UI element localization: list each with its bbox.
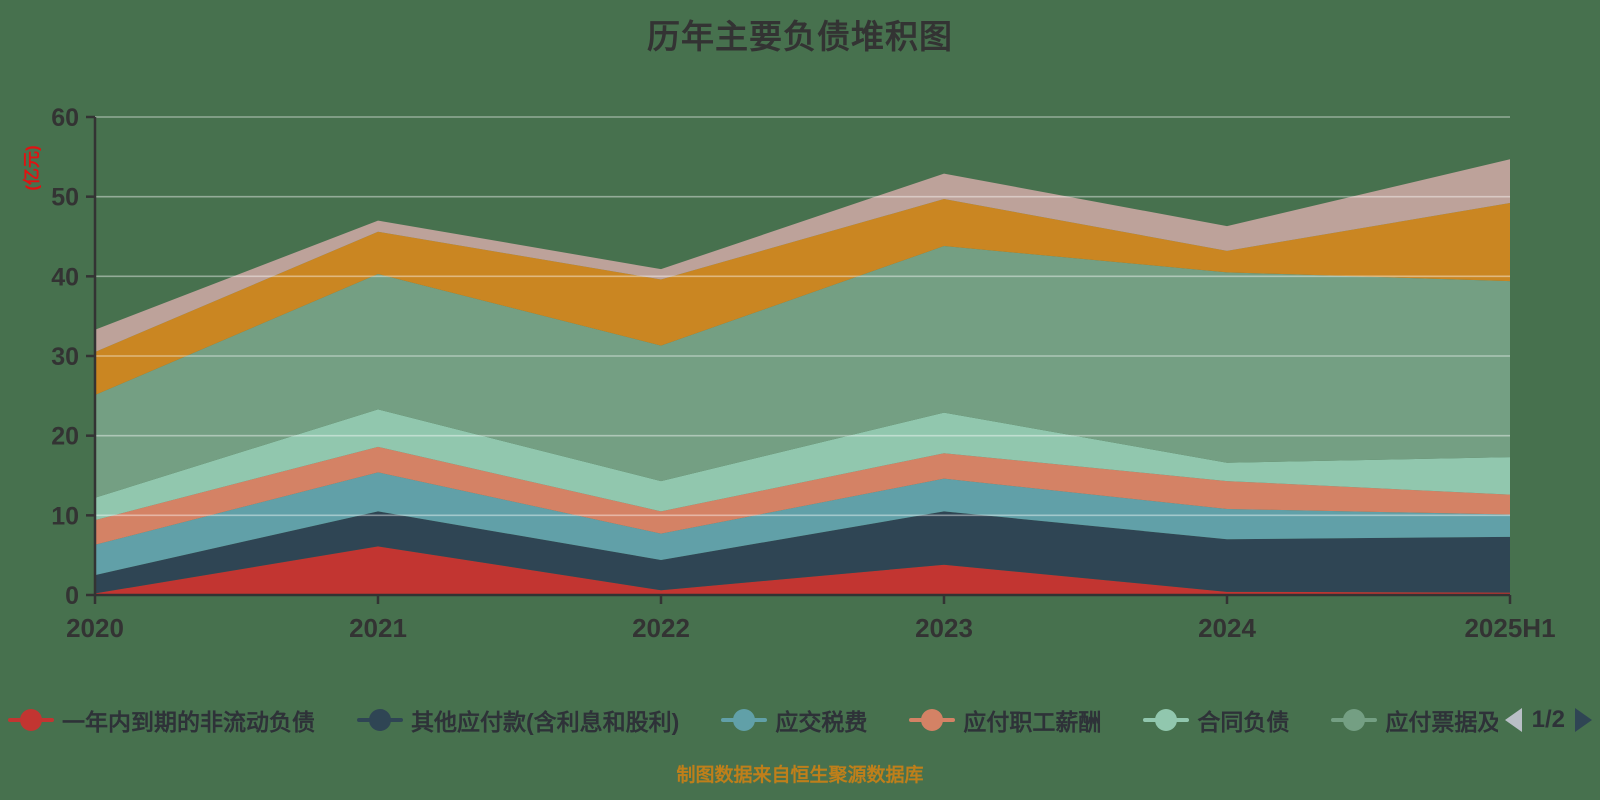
y-tick-label: 30 bbox=[51, 343, 79, 371]
x-tick-label-2023: 2023 bbox=[915, 613, 973, 643]
y-tick-label: 50 bbox=[51, 184, 79, 212]
legend-line-dot-icon bbox=[909, 709, 956, 731]
x-tick-label-2024: 2024 bbox=[1198, 613, 1256, 643]
area-series-7[interactable] bbox=[95, 199, 1510, 396]
legend-item-label: 一年内到期的非流动负债 bbox=[62, 709, 315, 735]
x-tick-label-2022: 2022 bbox=[632, 613, 690, 643]
legend-item-2[interactable]: 其他应付款(含利息和股利) bbox=[357, 703, 679, 737]
legend-prev-page-icon[interactable] bbox=[1504, 708, 1522, 732]
data-source-note: 制图数据来自恒生聚源数据库 bbox=[676, 765, 924, 786]
legend-line-dot-icon bbox=[8, 709, 54, 731]
area-series-1-一年内到期的非流动负债[interactable] bbox=[95, 546, 1510, 595]
legend-item-6[interactable]: 应付票据及应 bbox=[1331, 703, 1498, 737]
legend-item-1[interactable]: 一年内到期的非流动负债 bbox=[8, 703, 315, 737]
area-series-2-其他应付款(含利息和股利)[interactable] bbox=[95, 511, 1510, 594]
area-series-4-应付职工薪酬[interactable] bbox=[95, 446, 1510, 545]
legend-item-label: 应付票据及应 bbox=[1385, 709, 1498, 735]
legend-item-label: 应付职工薪酬 bbox=[963, 709, 1102, 735]
legend-pager-label: 1/2 bbox=[1531, 706, 1565, 733]
legend-line-dot-icon bbox=[721, 709, 768, 731]
legend-item-3[interactable]: 应交税费 bbox=[721, 703, 867, 737]
y-tick-label: 60 bbox=[51, 104, 79, 132]
y-tick-label: 20 bbox=[51, 423, 79, 451]
legend-line-dot-icon bbox=[1331, 709, 1378, 731]
area-series-5-合同负债[interactable] bbox=[95, 409, 1510, 521]
y-tick-label: 0 bbox=[65, 582, 79, 610]
area-series-6-应付票据及应[interactable] bbox=[95, 246, 1510, 498]
x-tick-label-2021: 2021 bbox=[349, 613, 407, 643]
legend-bar: 一年内到期的非流动负债 其他应付款(含利息和股利) 应交税费 应付职工薪酬 合同负债 应付… bbox=[0, 700, 1600, 740]
stacked-area-chart[interactable]: 0 10 20 30 40 50 60 2020 2021 2022 2023 2024 2025H1 bbox=[0, 0, 1600, 680]
legend-item-label: 应交税费 bbox=[775, 709, 868, 735]
legend-item-label: 其他应付款(含利息和股利) bbox=[411, 709, 680, 735]
x-tick-label-2020: 2020 bbox=[66, 613, 124, 643]
legend-line-dot-icon bbox=[357, 709, 403, 731]
chart-title: 历年主要负债堆积图 bbox=[647, 18, 953, 55]
legend-item-4[interactable]: 应付职工薪酬 bbox=[909, 703, 1101, 737]
legend-line-dot-icon bbox=[1143, 709, 1190, 731]
legend-items: 一年内到期的非流动负债 其他应付款(含利息和股利) 应交税费 应付职工薪酬 合同负债 应付… bbox=[0, 703, 1498, 737]
area-series-3-应交税费[interactable] bbox=[95, 472, 1510, 576]
y-tick-label: 10 bbox=[51, 502, 79, 530]
legend-item-5[interactable]: 合同负债 bbox=[1143, 703, 1289, 737]
y-tick-label: 40 bbox=[51, 263, 79, 291]
x-tick-label-2025H1: 2025H1 bbox=[1464, 613, 1555, 643]
legend-next-page-icon[interactable] bbox=[1575, 708, 1592, 732]
legend-item-label: 合同负债 bbox=[1197, 709, 1290, 735]
legend-pager: 1/2 bbox=[1504, 702, 1592, 738]
